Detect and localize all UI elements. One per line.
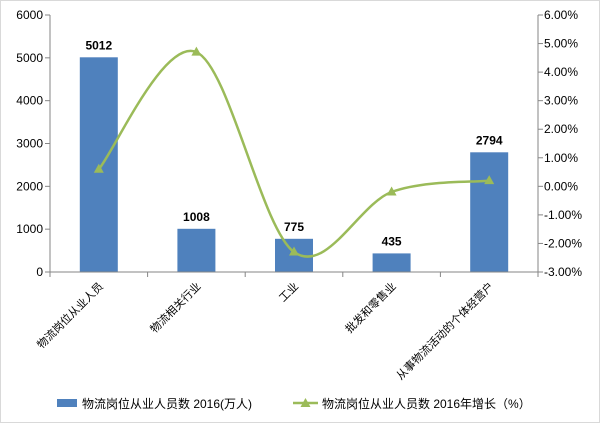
bar-data-label-1: 5012 xyxy=(85,38,112,52)
right-axis-tick-label: 2.00% xyxy=(544,122,578,136)
bar-data-label-3: 775 xyxy=(284,220,304,234)
legend-triangle-marker xyxy=(300,398,311,407)
bar-data-label-4: 435 xyxy=(382,234,402,248)
bar-5 xyxy=(470,152,509,272)
right-axis-tick-label: 0.00% xyxy=(544,179,578,193)
right-axis-tick-labels: -3.00% -2.00% -1.00% 0.00% 1.00% 2.00% 3.00% 4.… xyxy=(544,8,582,279)
left-axis-tick-label: 6000 xyxy=(16,8,43,22)
line-point-marker-4 xyxy=(386,186,397,196)
legend-item-line: 物流岗位从业人员数 2016年增长（%） xyxy=(293,396,531,411)
line-point-marker-3 xyxy=(289,246,299,256)
left-axis-tick-label: 4000 xyxy=(16,94,43,108)
axes-layer xyxy=(45,14,543,277)
right-axis-tick-label: 4.00% xyxy=(544,65,578,79)
right-axis-tick-label: 5.00% xyxy=(544,37,578,51)
legend-bar-label: 物流岗位从业人员数 2016(万人) xyxy=(82,396,252,411)
right-axis-tick-label: -3.00% xyxy=(544,265,582,279)
data-labels: 5012 1008 775 435 2794 xyxy=(85,38,502,248)
right-axis-tick-label: 6.00% xyxy=(544,8,578,22)
line-point-marker-1 xyxy=(93,163,104,173)
line-point-marker-5 xyxy=(484,175,495,185)
left-axis-tick-label: 5000 xyxy=(16,51,43,65)
right-axis-tick-label: -2.00% xyxy=(544,236,582,250)
growth-line xyxy=(97,49,491,258)
left-axis-tick-label: 1000 xyxy=(16,222,43,236)
left-axis-tick-label: 0 xyxy=(36,265,43,279)
legend-item-bar: 物流岗位从业人员数 2016(万人) xyxy=(57,396,252,411)
left-axis-tick-label: 2000 xyxy=(16,179,43,193)
legend: 物流岗位从业人员数 2016(万人) 物流岗位从业人员数 2016年增长（%） xyxy=(57,396,531,411)
bar-data-label-5: 2794 xyxy=(476,133,503,147)
right-axis-tick-label: 1.00% xyxy=(544,151,578,165)
line-layer xyxy=(93,46,495,258)
bar-data-label-2: 1008 xyxy=(183,210,210,224)
legend-bar-swatch xyxy=(57,399,77,407)
left-axis-tick-label: 3000 xyxy=(16,137,43,151)
bar-4 xyxy=(372,253,411,272)
left-axis-tick-labels: 0 1000 2000 3000 4000 5000 6000 xyxy=(16,8,43,279)
bar-2 xyxy=(177,228,216,272)
legend-line-label: 物流岗位从业人员数 2016年增长（%） xyxy=(322,396,531,411)
right-axis-tick-label: 3.00% xyxy=(544,94,578,108)
bars-layer xyxy=(79,57,509,272)
line-point-marker-2 xyxy=(191,46,202,56)
right-axis-tick-label: -1.00% xyxy=(544,208,582,222)
